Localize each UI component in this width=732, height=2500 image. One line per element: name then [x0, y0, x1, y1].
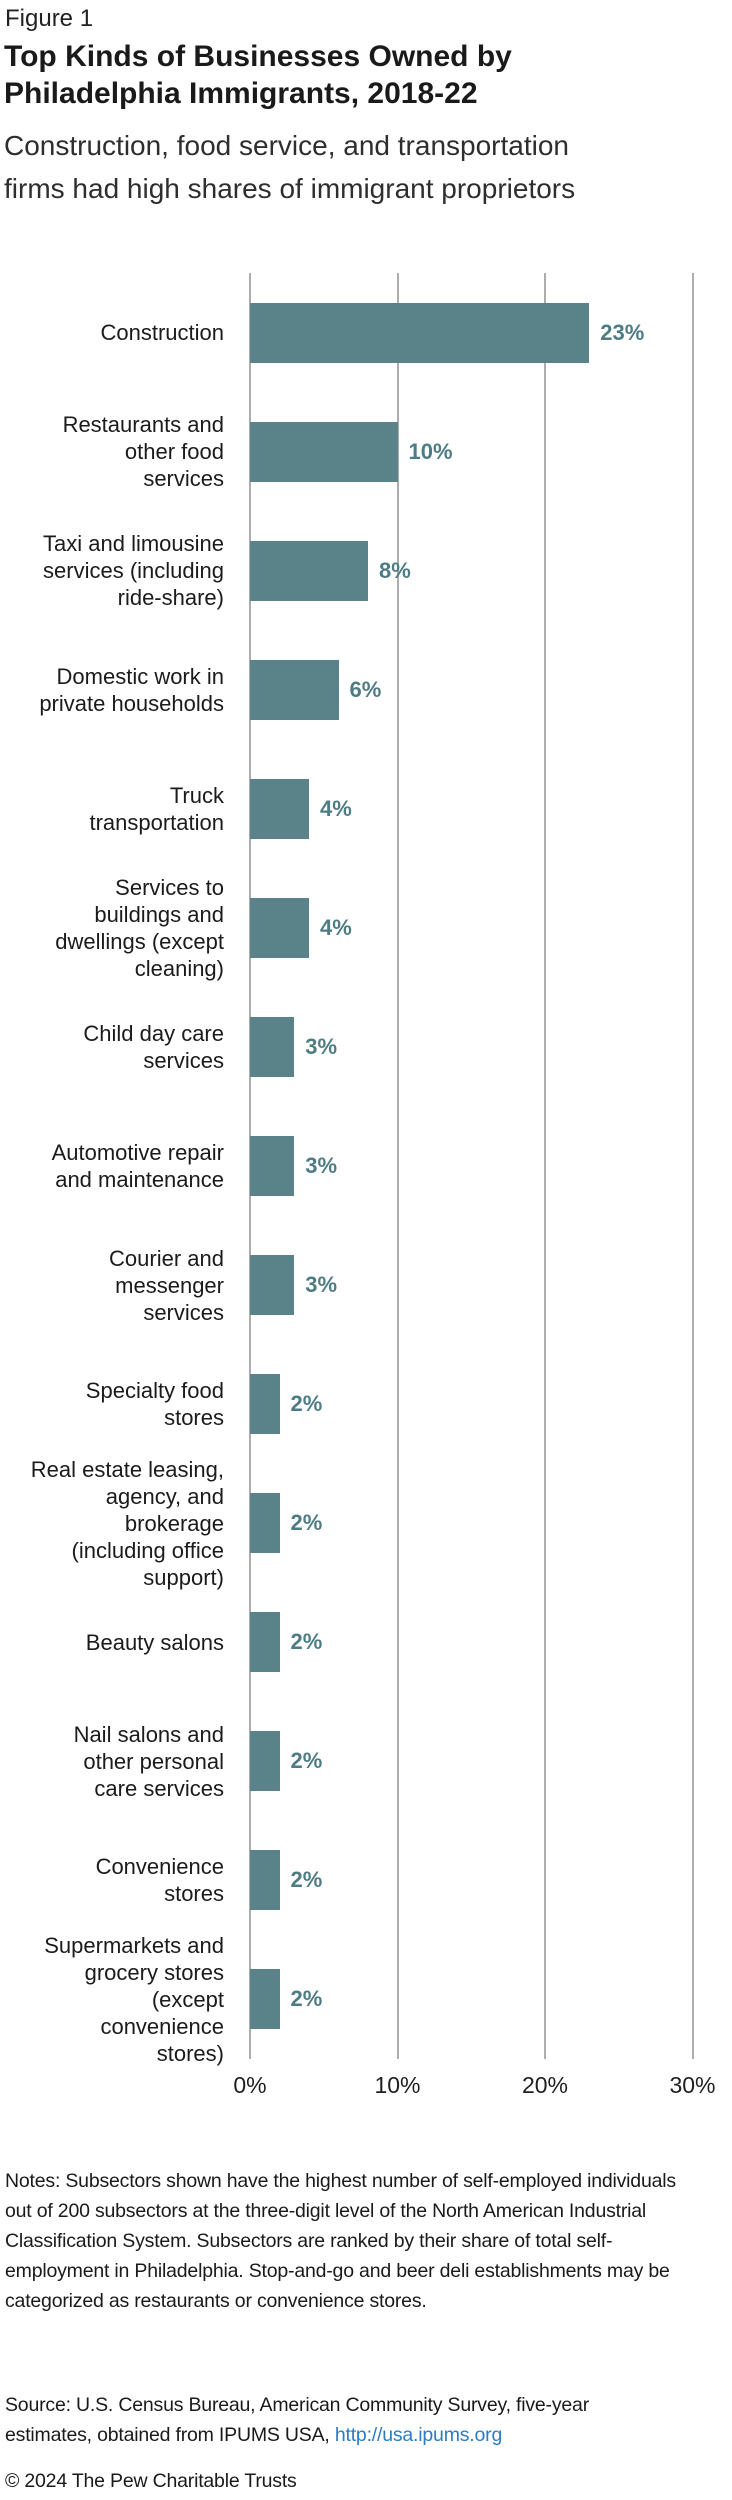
- value-label: 2%: [290, 1510, 323, 1536]
- bar: [250, 302, 590, 363]
- x-axis-tick-label: 30%: [669, 2072, 716, 2098]
- x-axis-tick-label: 0%: [233, 2072, 267, 2098]
- category-label: Services to buildings and dwellings (exc…: [55, 874, 224, 981]
- value-label: 2%: [290, 1629, 323, 1655]
- x-axis: 0% 10% 20% 30%: [0, 2072, 732, 2106]
- bar: [250, 1136, 295, 1196]
- bar-chart: Construction 23% Restaurants and other foo…: [0, 273, 732, 2066]
- bar: [250, 1016, 295, 1077]
- category-label: Construction: [100, 320, 224, 346]
- page-title: Top Kinds of Businesses Owned by Philade…: [4, 40, 512, 110]
- source-text: Source: U.S. Census Bureau, American Com…: [5, 2390, 665, 2450]
- value-label: 6%: [349, 676, 382, 702]
- value-label: 2%: [290, 1391, 323, 1417]
- bar: [250, 1731, 280, 1792]
- category-label: Restaurants and other food services: [62, 412, 224, 492]
- bar: [250, 778, 309, 839]
- category-label: Convenience stores: [95, 1854, 224, 1907]
- category-label: Taxi and limousine services (including r…: [43, 531, 224, 611]
- value-label: 2%: [290, 1867, 323, 1893]
- source-prefix: Source: U.S. Census Bureau, American Com…: [5, 2394, 589, 2446]
- value-label: 3%: [305, 1033, 338, 1059]
- category-label: Nail salons and other personal care serv…: [73, 1721, 224, 1801]
- ipums-link[interactable]: http://usa.ipums.org: [334, 2424, 503, 2446]
- bar: [250, 540, 368, 601]
- value-label: 8%: [379, 557, 411, 583]
- value-label: 2%: [290, 1986, 323, 2012]
- bar: [250, 1612, 280, 1673]
- gridline: [396, 273, 399, 2059]
- category-label: Truck transportation: [89, 782, 224, 835]
- bar: [250, 1255, 295, 1316]
- category-label: Real estate leasing, agency, and brokera…: [30, 1456, 224, 1590]
- category-label: Domestic work in private households: [39, 663, 224, 716]
- x-axis-tick-label: 20%: [521, 2072, 569, 2098]
- category-label: Specialty food stores: [85, 1378, 224, 1431]
- category-label: Automotive repair and maintenance: [51, 1139, 224, 1192]
- value-label: 4%: [320, 914, 352, 940]
- value-label: 3%: [305, 1272, 338, 1298]
- gridline: [691, 273, 694, 2059]
- value-label: 23%: [600, 319, 645, 345]
- category-label: Beauty salons: [85, 1629, 224, 1655]
- value-label: 10%: [408, 438, 453, 464]
- gridline: [544, 273, 546, 2059]
- value-label: 3%: [305, 1152, 338, 1178]
- category-label: Supermarkets and grocery stores (except …: [44, 1932, 224, 2066]
- bar: [250, 897, 309, 958]
- bar: [250, 1374, 280, 1435]
- figure-label: Figure 1: [5, 5, 94, 32]
- copyright-text: © 2024 The Pew Charitable Trusts: [5, 2470, 297, 2492]
- category-label: Courier and messenger services: [109, 1245, 224, 1325]
- category-label: Child day care services: [83, 1020, 224, 1073]
- bar: [250, 1493, 280, 1554]
- bar: [250, 659, 339, 720]
- x-axis-tick-label: 10%: [374, 2072, 421, 2098]
- value-label: 2%: [290, 1748, 323, 1774]
- page-subtitle: Construction, food service, and transpor…: [4, 130, 576, 204]
- bar: [250, 1969, 280, 2030]
- value-label: 4%: [320, 795, 352, 821]
- bar: [250, 1850, 280, 1911]
- notes-text: Notes: Subsectors shown have the highest…: [5, 2170, 676, 2312]
- bar: [250, 421, 398, 482]
